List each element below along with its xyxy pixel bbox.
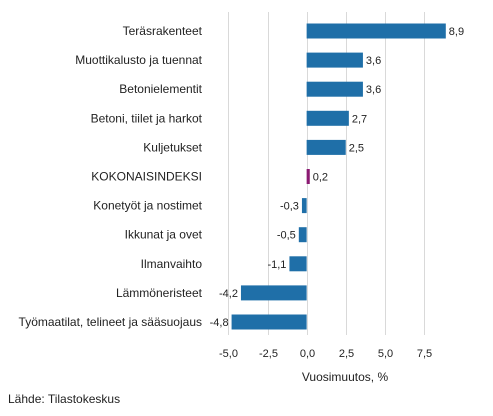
value-labels: 8,9 3,6 3,6 2,7 2,5 0,2 -0,3 -0,5 -1,1 -4,2 -4,8 [210,26,464,329]
category-label: Teräsrakenteet [123,24,203,38]
x-tick-label: 0,0 [300,348,315,360]
category-label: Työmaatilat, telineet ja sääsuojaus [19,315,202,329]
data-label: 3,6 [366,55,381,67]
data-label: -0,3 [280,201,299,213]
data-label: 0,2 [313,172,328,184]
bar [306,23,446,39]
bars [231,23,446,330]
data-label: 2,5 [349,142,364,154]
bar [306,110,349,126]
x-tick-labels: -5,0 -2,5 0,0 2,5 5,0 7,5 [219,348,432,360]
bar [289,256,307,272]
category-label: Lämmöneristeet [116,286,203,300]
category-label: KOKONAISINDEKSI [91,170,202,184]
category-labels: Teräsrakenteet Muottikalusto ja tuennat Be… [19,24,203,329]
category-label: Ilmanvaihto [141,257,203,271]
category-label: Muottikalusto ja tuennat [75,53,202,67]
category-label: Betonielementit [119,82,202,96]
bar [240,285,307,301]
data-label: 3,6 [366,84,381,96]
data-label: -1,1 [267,259,286,271]
bar [301,198,307,214]
x-tick-label: -2,5 [259,348,278,360]
x-tick-label: 5,0 [378,348,393,360]
data-label: 2,7 [352,113,367,125]
bar [231,314,307,330]
x-tick-label: 7,5 [417,348,432,360]
category-label: Konetyöt ja nostimet [93,199,202,213]
data-label: -4,2 [219,288,238,300]
bar [298,227,307,243]
source-note: Lähde: Tilastokeskus [8,392,121,406]
bar [306,52,363,68]
data-label: -0,5 [277,230,296,242]
x-axis-label: Vuosimuutos, % [302,370,389,384]
x-tick-label: 2,5 [339,348,354,360]
bar [306,81,363,97]
data-label: 8,9 [449,26,464,38]
category-label: Kuljetukset [143,140,202,154]
category-label: Betoni, tiilet ja harkot [91,111,203,125]
data-label: -4,8 [210,317,229,329]
category-label: Ikkunat ja ovet [125,228,203,242]
x-tick-label: -5,0 [219,348,238,360]
bar [306,169,310,184]
bar [306,139,346,155]
